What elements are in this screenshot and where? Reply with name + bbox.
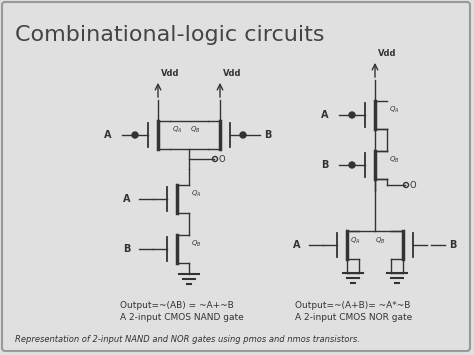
Text: $Q_B$: $Q_B$ <box>190 125 201 135</box>
Text: Combinational-logic circuits: Combinational-logic circuits <box>15 25 325 45</box>
Text: $Q_B$: $Q_B$ <box>389 155 400 165</box>
Text: B: B <box>264 130 272 140</box>
Text: Vdd: Vdd <box>378 49 396 58</box>
Text: $Q_A$: $Q_A$ <box>191 189 201 199</box>
Text: $Q_A$: $Q_A$ <box>172 125 182 135</box>
Text: A 2-input CMOS NOR gate: A 2-input CMOS NOR gate <box>295 313 412 322</box>
Text: B: B <box>321 160 328 170</box>
Text: A: A <box>321 110 329 120</box>
Text: Vdd: Vdd <box>223 69 241 78</box>
Text: A: A <box>293 240 301 250</box>
Text: $Q_A$: $Q_A$ <box>350 236 361 246</box>
Text: A: A <box>123 194 131 204</box>
Text: O: O <box>219 154 226 164</box>
Text: Output=~(A+B)= ~A*~B: Output=~(A+B)= ~A*~B <box>295 300 410 310</box>
Text: Vdd: Vdd <box>161 69 180 78</box>
Circle shape <box>349 112 355 118</box>
Text: O: O <box>410 180 417 190</box>
Text: A 2-input CMOS NAND gate: A 2-input CMOS NAND gate <box>120 313 244 322</box>
Circle shape <box>132 132 138 138</box>
Text: Output=~(AB) = ~A+~B: Output=~(AB) = ~A+~B <box>120 300 234 310</box>
Text: $Q_B$: $Q_B$ <box>191 239 201 249</box>
Text: $Q_A$: $Q_A$ <box>389 105 400 115</box>
Text: $Q_B$: $Q_B$ <box>375 236 385 246</box>
Text: Representation of 2-input NAND and NOR gates using pmos and nmos transistors.: Representation of 2-input NAND and NOR g… <box>15 335 360 344</box>
Text: B: B <box>123 244 131 254</box>
Circle shape <box>240 132 246 138</box>
Text: B: B <box>449 240 456 250</box>
Circle shape <box>349 162 355 168</box>
Text: A: A <box>104 130 112 140</box>
